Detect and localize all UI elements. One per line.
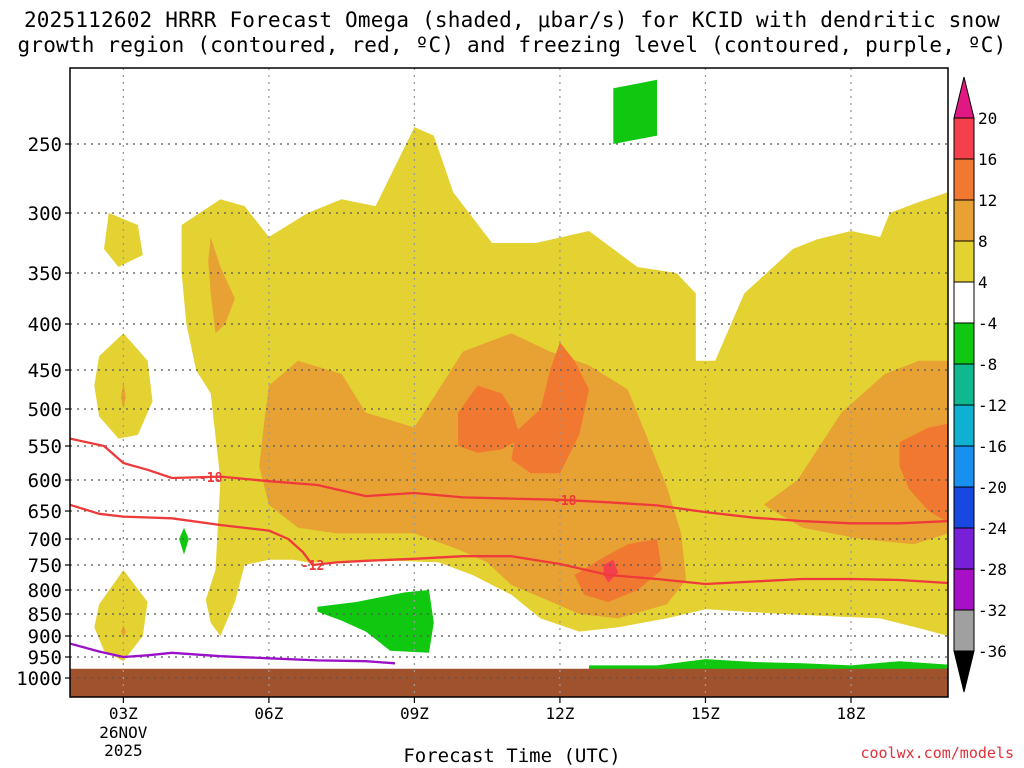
omega-region-12-10 [511, 342, 589, 474]
y-tick-label-1000: 1000 [16, 668, 62, 690]
colorbar-swatch-lower-6 [953, 568, 975, 611]
colorbar-label--8: -8 [978, 355, 997, 374]
y-tick-label-650: 650 [28, 501, 62, 523]
colorbar-swatch-upper-0 [953, 117, 975, 160]
colorbar-label-4: 4 [978, 273, 988, 292]
chart-title-line-2: growth region (contoured, red, ºC) and f… [17, 33, 1007, 57]
colorbar-label-16: 16 [978, 150, 997, 169]
colorbar-label--20: -20 [978, 478, 1007, 497]
colorbar-swatch-lower-2 [953, 404, 975, 447]
omega-region--4-17 [589, 659, 948, 672]
y-tick-label-500: 500 [28, 399, 62, 421]
x-tick-label-09Z: 09Z [400, 704, 429, 723]
x-tick-label-18Z: 18Z [837, 704, 866, 723]
contour-label--18-0: -18 [199, 471, 223, 486]
y-tick-label-350: 350 [28, 263, 62, 285]
y-tick-label-700: 700 [28, 529, 62, 551]
colorbar-swatch-lower-4 [953, 486, 975, 529]
omega-region--4-14 [613, 79, 657, 144]
credit-text[interactable]: coolwx.com/models [860, 744, 1014, 762]
omega-region-8-4 [208, 237, 235, 334]
x-tick-label-12Z: 12Z [545, 704, 574, 723]
omega-region-8-8 [763, 360, 948, 545]
colorbar-label--4: -4 [978, 314, 997, 333]
plot-frame [69, 67, 949, 698]
x-tick-label-03Z: 03Z [109, 704, 138, 723]
colorbar-label-8: 8 [978, 232, 988, 251]
colorbar-swatch-lower-5 [953, 527, 975, 570]
omega-region-16-13 [603, 559, 619, 583]
colorbar-bottom-arrow [953, 650, 975, 693]
colorbar-label--24: -24 [978, 519, 1007, 538]
colorbar-label-12: 12 [978, 191, 997, 210]
contour-label--18-1: -18 [553, 494, 577, 509]
omega-region--4-15 [317, 590, 434, 653]
y-tick-label-550: 550 [28, 436, 62, 458]
chart-title-line-1: 2025112602 HRRR Forecast Omega (shaded, … [23, 8, 1001, 32]
colorbar-swatch-lower-3 [953, 445, 975, 488]
ground-below-surface [70, 668, 948, 697]
omega-region-12-11 [574, 539, 662, 602]
colorbar-swatch-upper-4 [953, 281, 975, 324]
x-date-label-1: 2025 [104, 741, 143, 760]
omega-region-4-0 [104, 213, 143, 267]
colorbar-swatch-upper-3 [953, 240, 975, 283]
colorbar-swatch-lower-7 [953, 609, 975, 652]
y-tick-label-900: 900 [28, 626, 62, 648]
colorbar-label-20: 20 [978, 109, 997, 128]
colorbar-label--16: -16 [978, 437, 1007, 456]
y-tick-label-950: 950 [28, 647, 62, 669]
omega-region-8-5 [120, 625, 126, 639]
y-tick-label-250: 250 [28, 134, 62, 156]
x-tick-label-06Z: 06Z [254, 704, 283, 723]
y-tick-label-750: 750 [28, 555, 62, 577]
contour-line-minus18 [70, 437, 948, 525]
contour-line-minus12 [70, 503, 948, 586]
colorbar-swatch-upper-1 [953, 158, 975, 201]
omega-region-12-12 [899, 423, 948, 523]
y-tick-label-800: 800 [28, 580, 62, 602]
y-tick-label-850: 850 [28, 604, 62, 626]
colorbar-label--12: -12 [978, 396, 1007, 415]
colorbar-top-arrow [953, 76, 975, 119]
y-tick-label-450: 450 [28, 360, 62, 382]
contour-line-freezing [70, 642, 396, 665]
contour-label--12-0: -12 [301, 559, 324, 574]
colorbar-label--36: -36 [978, 642, 1007, 661]
colorbar-swatch-lower-0 [953, 322, 975, 365]
colorbar-label--28: -28 [978, 560, 1007, 579]
y-tick-label-600: 600 [28, 470, 62, 492]
omega-region--4-16 [179, 527, 189, 555]
y-tick-label-400: 400 [28, 314, 62, 336]
colorbar-label--32: -32 [978, 601, 1007, 620]
colorbar-swatch-upper-2 [953, 199, 975, 242]
omega-region-8-6 [120, 381, 126, 409]
omega-region-4-2 [94, 570, 148, 662]
x-date-label-0: 26NOV [99, 723, 148, 742]
y-tick-label-300: 300 [28, 203, 62, 225]
x-tick-label-15Z: 15Z [691, 704, 720, 723]
omega-region-12-9 [458, 385, 522, 453]
colorbar-swatch-lower-1 [953, 363, 975, 406]
x-axis-label: Forecast Time (UTC) [403, 745, 621, 767]
